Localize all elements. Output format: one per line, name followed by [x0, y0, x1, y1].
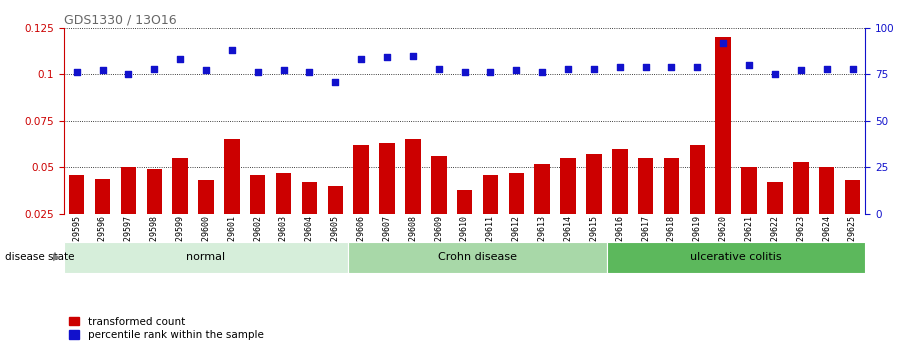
Bar: [276, 173, 292, 260]
Bar: [715, 37, 731, 260]
Point: [716, 40, 731, 45]
Text: normal: normal: [187, 252, 226, 262]
Bar: [348, 241, 607, 273]
Point: [793, 68, 808, 73]
Point: [768, 71, 783, 77]
Bar: [607, 241, 865, 273]
Bar: [612, 149, 628, 260]
Bar: [147, 169, 162, 260]
Point: [147, 66, 161, 71]
Bar: [302, 182, 317, 260]
Bar: [638, 158, 653, 260]
Point: [405, 53, 420, 58]
Bar: [535, 164, 550, 260]
Bar: [172, 158, 188, 260]
Point: [121, 71, 136, 77]
Point: [69, 70, 84, 75]
Point: [612, 64, 627, 69]
Bar: [819, 167, 834, 260]
Bar: [793, 162, 809, 260]
Point: [535, 70, 549, 75]
Point: [561, 66, 576, 71]
Point: [328, 79, 343, 85]
Point: [819, 66, 834, 71]
Bar: [742, 167, 757, 260]
Bar: [690, 145, 705, 260]
Bar: [405, 139, 421, 260]
Point: [302, 70, 317, 75]
Bar: [250, 175, 265, 260]
Bar: [431, 156, 446, 260]
Point: [639, 64, 653, 69]
Point: [353, 57, 368, 62]
Bar: [199, 180, 214, 260]
Point: [96, 68, 110, 73]
Bar: [224, 139, 240, 260]
Text: Crohn disease: Crohn disease: [438, 252, 517, 262]
Point: [432, 66, 446, 71]
Bar: [508, 173, 524, 260]
Bar: [456, 190, 473, 260]
Bar: [844, 180, 860, 260]
Point: [225, 47, 240, 53]
Point: [742, 62, 756, 68]
Bar: [379, 143, 394, 260]
Point: [483, 70, 497, 75]
Bar: [69, 175, 85, 260]
Bar: [586, 154, 601, 260]
Bar: [95, 178, 110, 260]
Text: ▶: ▶: [53, 252, 60, 262]
Bar: [664, 158, 680, 260]
Point: [509, 68, 524, 73]
Point: [199, 68, 213, 73]
Legend: transformed count, percentile rank within the sample: transformed count, percentile rank withi…: [69, 317, 263, 340]
Point: [664, 64, 679, 69]
Bar: [120, 167, 136, 260]
Bar: [353, 145, 369, 260]
Text: disease state: disease state: [5, 252, 74, 262]
Point: [845, 66, 860, 71]
Point: [173, 57, 188, 62]
Bar: [767, 182, 783, 260]
Text: GDS1330 / 13O16: GDS1330 / 13O16: [64, 13, 177, 27]
Point: [457, 70, 472, 75]
Point: [380, 55, 394, 60]
Point: [251, 70, 265, 75]
Point: [587, 66, 601, 71]
Bar: [64, 241, 348, 273]
Point: [690, 64, 704, 69]
Bar: [560, 158, 576, 260]
Point: [276, 68, 291, 73]
Bar: [483, 175, 498, 260]
Text: ulcerative colitis: ulcerative colitis: [691, 252, 782, 262]
Bar: [328, 186, 343, 260]
